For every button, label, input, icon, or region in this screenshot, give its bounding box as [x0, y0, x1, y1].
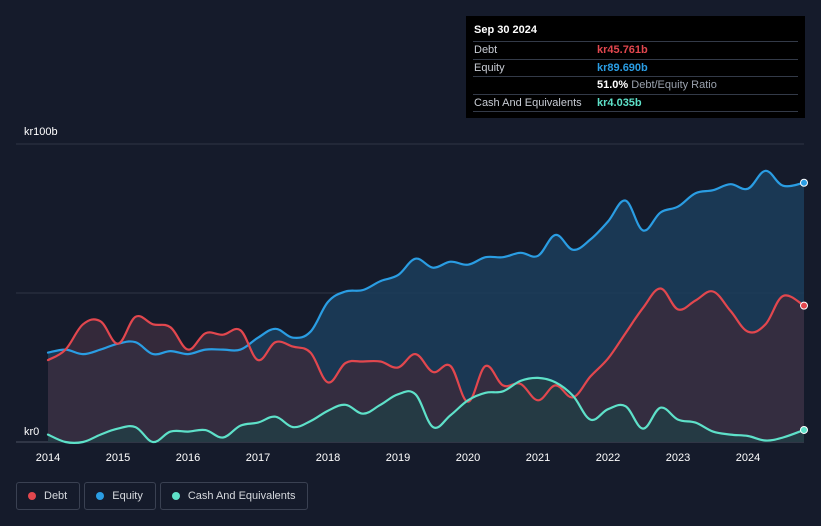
legend-label-debt: Debt — [44, 490, 68, 502]
x-tick-label-2017: 2017 — [246, 452, 270, 464]
tooltip-row-debt: Debt kr45.761b — [473, 42, 798, 60]
label-layer: kr100b kr0 2014 2015 2016 2017 2018 2019 2020 202… — [24, 126, 760, 464]
tooltip-equity-value: kr89.690b — [597, 61, 648, 74]
line-layer — [46, 169, 806, 445]
tooltip-equity-label: Equity — [474, 61, 505, 74]
x-tick-label-2024: 2024 — [736, 452, 760, 464]
x-tick-label-2014: 2014 — [36, 452, 60, 464]
area-layer — [48, 170, 804, 443]
x-tick-label-2016: 2016 — [176, 452, 200, 464]
x-tick-label-2015: 2015 — [106, 452, 130, 464]
chart-legend: Debt Equity Cash And Equivalents — [16, 482, 309, 510]
endpoint-equity — [800, 178, 808, 187]
line-debt — [46, 287, 806, 403]
x-tick-label-2018: 2018 — [316, 452, 340, 464]
tooltip-debt-value: kr45.761b — [597, 44, 648, 56]
y-tick-label-100: kr100b — [24, 126, 58, 138]
marker-layer — [800, 178, 808, 434]
tooltip-ratio-label: Debt/Equity Ratio — [631, 79, 717, 91]
debt-dot-icon — [28, 492, 36, 500]
tooltip-cash-value: kr4.035b — [597, 96, 642, 109]
legend-item-cash[interactable]: Cash And Equivalents — [159, 482, 309, 510]
tooltip-ratio-value: 51.0% — [597, 79, 629, 91]
tooltip-debt-label: Debt — [474, 44, 498, 56]
data-tooltip: Sep 30 2024 Debt kr45.761b Equity kr89.6… — [466, 16, 805, 118]
area-cash-and-equivalents — [48, 377, 804, 443]
x-tick-label-2023: 2023 — [666, 452, 690, 464]
legend-item-equity[interactable]: Equity — [84, 482, 156, 510]
y-tick-label-0: kr0 — [24, 426, 39, 438]
tooltip-cash-label: Cash And Equivalents — [474, 96, 582, 109]
legend-item-debt[interactable]: Debt — [16, 482, 81, 510]
x-tick-label-2020: 2020 — [456, 452, 480, 464]
x-tick-label-2022: 2022 — [596, 452, 620, 464]
tooltip-row-ratio: 51.0% Debt/Equity Ratio — [473, 77, 798, 95]
tooltip-row-equity: Equity kr89.690b — [473, 60, 798, 77]
legend-label-cash: Cash And Equivalents — [187, 490, 296, 502]
line-equity — [46, 169, 806, 356]
legend-label-equity: Equity — [112, 490, 143, 502]
line-cash-and-equivalents — [46, 376, 806, 445]
x-tick-label-2019: 2019 — [386, 452, 410, 464]
endpoint-debt — [800, 301, 808, 310]
equity-dot-icon — [96, 492, 105, 500]
endpoint-cash-and-equivalents — [800, 425, 808, 434]
tooltip-date: Sep 30 2024 — [473, 16, 798, 42]
cash-dot-icon — [171, 492, 180, 500]
x-tick-label-2021: 2021 — [526, 452, 550, 464]
tooltip-ratio: 51.0% Debt/Equity Ratio — [597, 77, 717, 94]
tooltip-row-cash: Cash And Equivalents kr4.035b — [473, 95, 798, 112]
